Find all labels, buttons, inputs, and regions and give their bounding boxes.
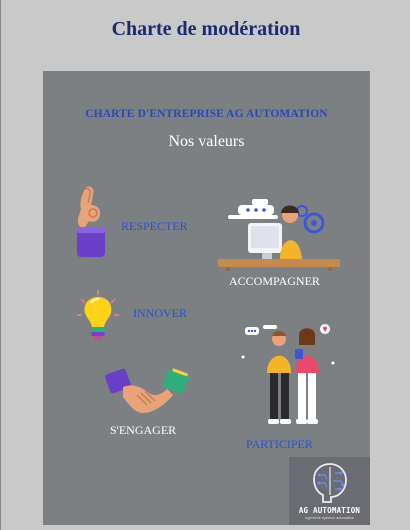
team-people-icon [241, 324, 335, 424]
poster-heading: CHARTE D'ENTREPRISE AG AUTOMATION [85, 108, 328, 120]
support-agent-icon [218, 199, 340, 271]
page-title: Charte de modération [111, 18, 301, 40]
handshake-icon [105, 368, 189, 413]
poster-subtitle: Nos valeurs [168, 133, 245, 150]
ag-automation-logo: AG AUTOMATION ingénierie système automat… [289, 457, 370, 525]
logo-name: AG AUTOMATION [298, 506, 361, 515]
brain-circuit-icon [313, 463, 347, 503]
value-engager: S'ENGAGER [110, 423, 177, 437]
value-participer: PARTICIPER [246, 437, 313, 451]
logo-tagline: ingénierie système automatisé [305, 516, 354, 520]
hand-gesture-icon [77, 186, 105, 257]
value-innover: INNOVER [133, 306, 187, 320]
value-respecter: RESPECTER [121, 219, 188, 233]
value-accompagner: ACCOMPAGNER [229, 274, 320, 288]
light-bulb-icon [77, 290, 119, 340]
charter-poster: CHARTE D'ENTREPRISE AG AUTOMATION Nos va… [43, 71, 370, 525]
